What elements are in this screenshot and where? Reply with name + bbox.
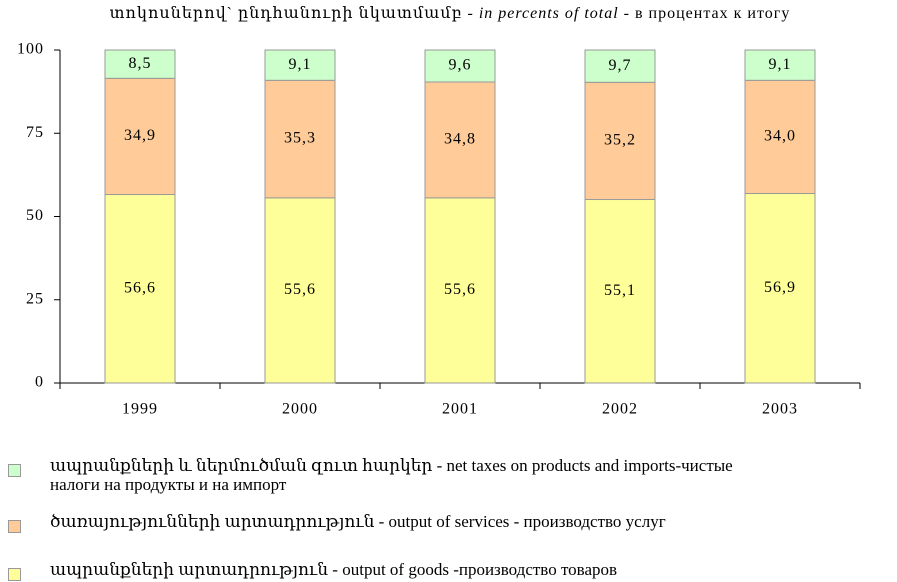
value-label: 9,1 xyxy=(769,56,792,73)
x-tick-label: 2001 xyxy=(442,401,478,418)
x-tick-label: 2000 xyxy=(282,401,318,418)
value-label: 9,6 xyxy=(449,57,472,74)
bar-segment xyxy=(104,194,176,384)
y-tick-label: 100 xyxy=(17,41,44,58)
legend-label: ծառայությունների արտադրություն - output … xyxy=(50,512,666,531)
value-label: 34,9 xyxy=(124,127,156,144)
value-label: 9,7 xyxy=(609,57,632,74)
bar-segment xyxy=(264,197,336,384)
legend-label: ապրանքների և ներմուծման զուտ հարկեր - ne… xyxy=(50,456,733,494)
x-tick-label: 2002 xyxy=(602,401,638,418)
x-tick-label: 1999 xyxy=(122,401,158,418)
chart: տոկոսներով` ընդհանուրի նկատմամբ - in per… xyxy=(17,5,861,418)
legend-swatch xyxy=(8,520,21,533)
y-tick-label: 25 xyxy=(26,290,44,307)
bar-segment xyxy=(104,49,176,79)
bar-segment xyxy=(264,49,336,81)
bar-segment xyxy=(584,199,656,384)
bar-segment xyxy=(744,79,816,195)
value-label: 55,1 xyxy=(604,282,636,299)
bar-segment xyxy=(424,197,496,384)
y-tick-label: 75 xyxy=(26,124,44,141)
value-label: 8,5 xyxy=(129,55,152,72)
bar-segment xyxy=(744,49,816,81)
x-tick-label: 2003 xyxy=(762,401,798,418)
value-label: 9,1 xyxy=(289,56,312,73)
title-part: - в процентах к итогу xyxy=(619,5,791,22)
value-label: 55,6 xyxy=(444,281,476,298)
value-label: 55,6 xyxy=(284,281,316,298)
value-label: 34,0 xyxy=(764,128,796,145)
bar-segment xyxy=(744,193,816,384)
bar-segment xyxy=(424,81,496,199)
bar-segment xyxy=(424,49,496,83)
bar-segment xyxy=(264,79,336,199)
legend-swatch xyxy=(8,464,21,477)
chart-title: տոկոսներով` ընդհանուրի նկատմամբ - in per… xyxy=(110,5,791,22)
bar-segment xyxy=(584,49,656,83)
title-part: in percents of total xyxy=(479,5,619,22)
y-tick-label: 50 xyxy=(26,207,44,224)
value-label: 56,9 xyxy=(764,279,796,296)
value-label: 56,6 xyxy=(124,279,156,296)
title-part: տոկոսներով` ընդհանուրի նկատմամբ - xyxy=(110,5,479,22)
value-label: 35,3 xyxy=(284,130,316,147)
legend-swatch xyxy=(8,568,21,581)
legend-label: ապրանքների արտադրություն - output of goo… xyxy=(50,560,618,579)
y-tick-label: 0 xyxy=(35,374,44,391)
value-label: 35,2 xyxy=(604,132,636,149)
bar-segment xyxy=(104,77,176,196)
value-label: 34,8 xyxy=(444,131,476,148)
